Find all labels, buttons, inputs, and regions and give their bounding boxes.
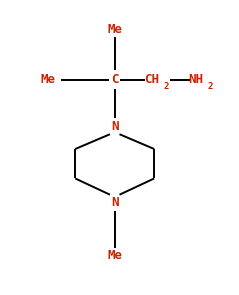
Text: 2: 2 (207, 82, 212, 91)
Text: Me: Me (40, 73, 55, 86)
Text: Me: Me (107, 23, 122, 36)
Text: Me: Me (107, 249, 122, 262)
Text: N: N (111, 196, 119, 209)
Text: N: N (111, 120, 119, 133)
Text: NH: NH (188, 73, 203, 86)
Text: 2: 2 (163, 82, 169, 91)
Text: CH: CH (144, 73, 159, 86)
Text: C: C (111, 73, 119, 86)
